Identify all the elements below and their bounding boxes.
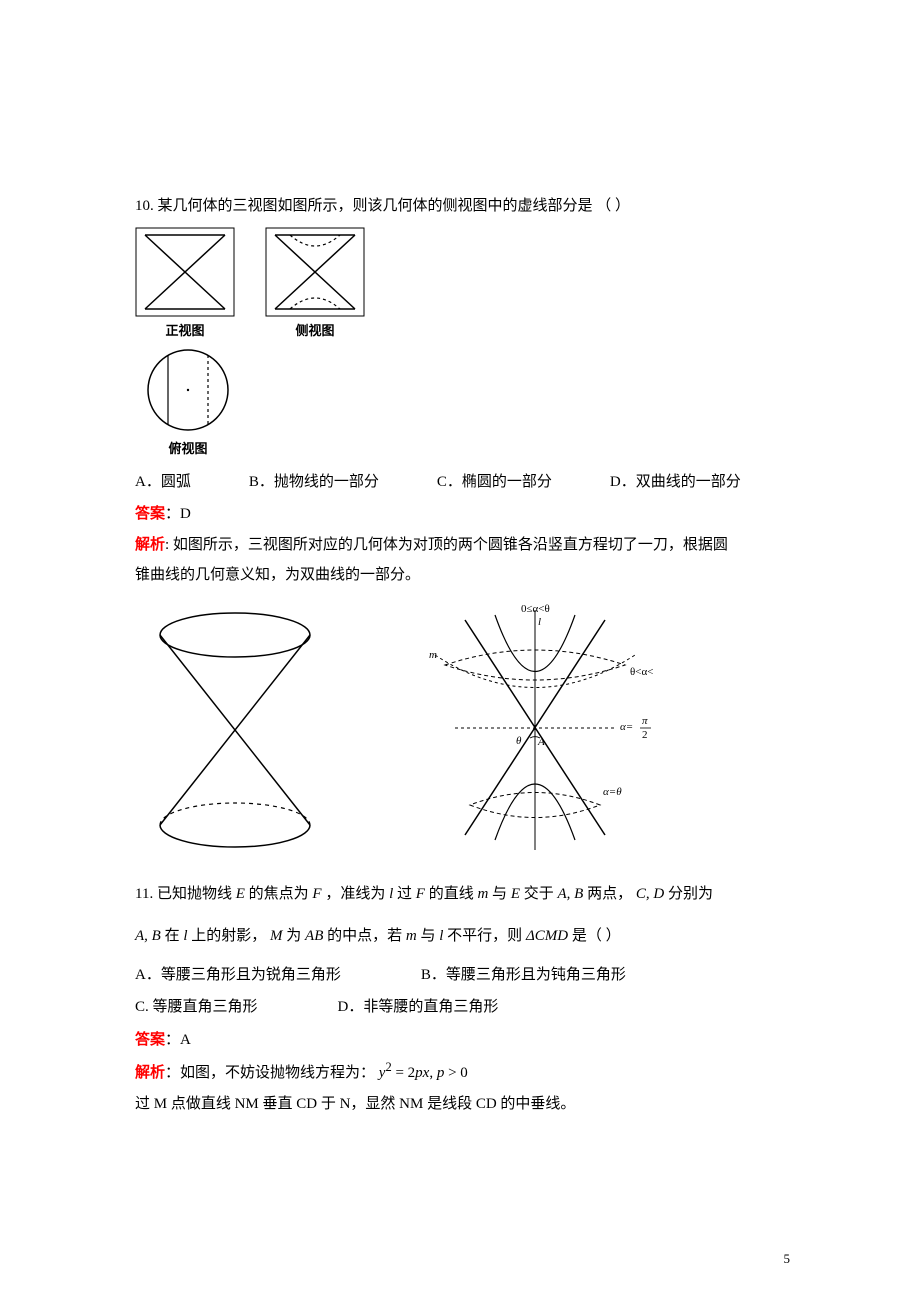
q10-expl-t1: : 如图所示，三视图所对应的几何体为对顶的两个圆锥各沿竖直方程切了一刀，根据圆 — [165, 537, 728, 553]
q10-answer: ：D — [165, 506, 191, 522]
q11-answer: ：A — [165, 1032, 191, 1048]
q10-answer-label: 答案 — [135, 506, 165, 522]
q10-three-views: 正视图 侧视图 俯视 — [135, 227, 795, 462]
q11-optD: D．非等腰的直角三角形 — [338, 993, 499, 1022]
q10-optA: A．圆弧 — [135, 468, 191, 497]
q11-optC: C. 等腰直角三角形 — [135, 993, 258, 1022]
svg-text:π: π — [642, 715, 648, 727]
q11-expl-2: 过 M 点做直线 NM 垂直 CD 于 N，显然 NM 是线段 CD 的中垂线。 — [135, 1090, 795, 1119]
q10-front-caption: 正视图 — [165, 319, 204, 344]
q10-top-view — [143, 345, 233, 435]
svg-text:l: l — [538, 616, 541, 628]
q10-expl-1: 解析: 如图所示，三视图所对应的几何体为对顶的两个圆锥各沿竖直方程切了一刀，根据… — [135, 531, 795, 560]
q11-optB: B．等腰三角形且为钝角三角形 — [421, 961, 626, 990]
svg-text:α=: α= — [620, 721, 633, 733]
q10-optC: C．椭圆的一部分 — [437, 468, 552, 497]
q11-options-row2: C. 等腰直角三角形 D．非等腰的直角三角形 — [135, 993, 795, 1022]
svg-text:2: 2 — [642, 729, 648, 741]
q10-expl-figures: 0≤α<θ θ<α< α= π 2 α=θ θ A m l — [135, 600, 795, 860]
q11-stem-2: A, B 在 l 上的射影， M 为 AB 的中点，若 m 与 l 不平行，则 … — [135, 922, 795, 951]
svg-text:A: A — [537, 736, 545, 748]
q11-optA: A．等腰三角形且为锐角三角形 — [135, 961, 341, 990]
svg-text:m: m — [429, 649, 437, 661]
q10-front-view — [135, 227, 235, 317]
q10-double-cone — [135, 605, 335, 855]
q10-options: A．圆弧 B．抛物线的一部分 C．椭圆的一部分 D．双曲线的一部分 — [135, 468, 795, 497]
q11-options-row1: A．等腰三角形且为锐角三角形 B．等腰三角形且为钝角三角形 — [135, 961, 795, 990]
page-number: 5 — [784, 1247, 791, 1272]
q10-stem: 10. 某几何体的三视图如图所示，则该几何体的侧视图中的虚线部分是 （ ） — [135, 192, 795, 221]
q10-expl-label: 解析 — [135, 537, 165, 553]
svg-text:θ: θ — [516, 735, 522, 747]
q10-expl-2: 锥曲线的几何意义知，为双曲线的一部分。 — [135, 561, 795, 590]
q10-side-view — [265, 227, 365, 317]
q11-stem-1: 11. 已知抛物线 E 的焦点为 F ，准线为 l 过 F 的直线 m 与 E … — [135, 880, 795, 909]
q11-expl-1: 解析：如图，不妨设抛物线方程为： y2 = 2px, p > 0 — [135, 1056, 795, 1088]
q11-answer-label: 答案 — [135, 1032, 165, 1048]
q11-answer-line: 答案：A — [135, 1026, 795, 1055]
q10-side-caption: 侧视图 — [295, 319, 334, 344]
q10-optD: D．双曲线的一部分 — [610, 468, 741, 497]
svg-text:0≤α<θ: 0≤α<θ — [521, 603, 550, 615]
q10-optB: B．抛物线的一部分 — [249, 468, 379, 497]
svg-text:θ<α<: θ<α< — [630, 666, 653, 678]
q10-answer-line: 答案：D — [135, 500, 795, 529]
q10-top-caption: 俯视图 — [168, 437, 207, 462]
q10-conic-diagram: 0≤α<θ θ<α< α= π 2 α=θ θ A m l — [395, 600, 675, 860]
q11-expl-label: 解析 — [135, 1065, 165, 1081]
svg-text:α=θ: α=θ — [603, 786, 622, 798]
